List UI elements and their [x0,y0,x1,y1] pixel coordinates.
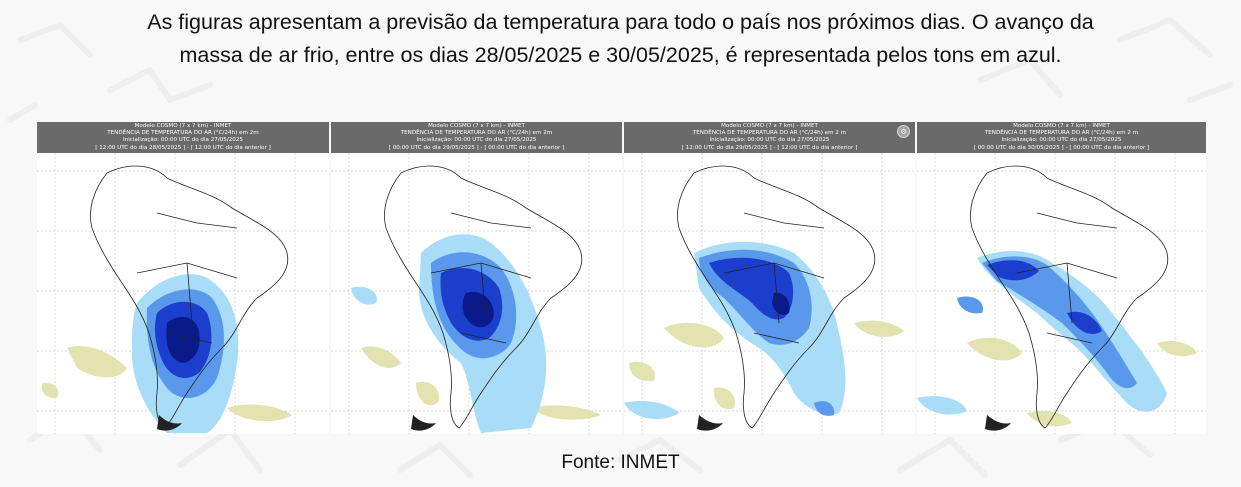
tierra-del-fuego [697,415,723,431]
temperature-trend-map [37,153,329,434]
map-valid-label: [ 12:00 UTC do dia 28/05/2025 ] - [ 12:0… [95,144,271,151]
map-init-label: Inicialização: 00:00 UTC do dia 27/05/20… [1001,137,1122,144]
map-variable-label: TENDÊNCIA DE TEMPERATURA DO AR (°C/24h) … [400,130,553,137]
map-panel-1: Modelo COSMO (7 x 7 km) - INMET TENDÊNCI… [37,122,329,434]
map-variable-label: TENDÊNCIA DE TEMPERATURA DO AR (°C/24h) … [107,130,259,137]
cold-air-mass [132,274,239,433]
map-valid-label: [ 12:00 UTC do dia 29/05/2025 ] - [ 12:0… [681,144,858,151]
temperature-trend-map [917,153,1206,434]
map-valid-label: [ 00:00 UTC do dia 30/05/2025 ] - [ 00:0… [973,144,1150,151]
continent-outline [677,165,876,429]
forecast-maps: Modelo COSMO (7 x 7 km) - INMET TENDÊNCI… [37,122,1206,434]
tierra-del-fuego [157,415,182,431]
map-init-label: Inicialização: 00:00 UTC do dia 27/05/20… [416,137,537,144]
map-model-label: Modelo COSMO (7 x 7 km) - INMET [428,123,525,129]
source-credit: Fonte: INMET [561,452,680,473]
caption-line-1: As figuras apresentam a previsão da temp… [147,10,1094,34]
map-header: Modelo COSMO (7 x 7 km) - INMET TENDÊNCI… [624,122,915,154]
map-header: Modelo COSMO (7 x 7 km) - INMET TENDÊNCI… [331,122,622,154]
warm-anomaly [629,320,904,410]
map-variable-label: TENDÊNCIA DE TEMPERATURA DO AR (°C/24h) … [692,130,847,137]
cold-air-mass [351,234,547,433]
continent-outline [384,165,583,429]
map-init-label: Inicialização: 00:00 UTC do dia 27/05/20… [123,137,243,144]
cold-air-mass [624,241,846,419]
warm-anomaly [361,346,601,420]
temperature-trend-map [331,153,622,434]
continent-outline [970,165,1169,429]
settings-icon: ⚙ [897,125,910,138]
map-model-label: Modelo COSMO (7 x 7 km) - INMET [721,123,818,129]
map-panel-3: Modelo COSMO (7 x 7 km) - INMET TENDÊNCI… [624,122,915,434]
map-variable-label: TENDÊNCIA DE TEMPERATURA DO AR (°C/24h) … [984,130,1139,137]
map-header: Modelo COSMO (7 x 7 km) - INMET TENDÊNCI… [37,122,329,154]
map-model-label: Modelo COSMO (7 x 7 km) - INMET [134,123,232,129]
map-init-label: Inicialização: 00:00 UTC do dia 27/05/20… [709,137,830,144]
map-panel-4: Modelo COSMO (7 x 7 km) - INMET TENDÊNCI… [917,122,1206,434]
map-panel-2: Modelo COSMO (7 x 7 km) - INMET TENDÊNCI… [331,122,622,434]
tierra-del-fuego [411,415,436,431]
cold-air-mass [917,251,1167,415]
temperature-trend-map [624,153,915,434]
warm-anomaly [41,345,292,422]
caption-line-2: massa de ar frio, entre os dias 28/05/20… [179,43,1062,67]
caption: As figuras apresentam a previsão da temp… [40,6,1201,72]
warm-anomaly [967,337,1197,427]
map-model-label: Modelo COSMO (7 x 7 km) - INMET [1013,123,1110,129]
map-header: Modelo COSMO (7 x 7 km) - INMET TENDÊNCI… [917,122,1206,154]
tierra-del-fuego [985,415,1011,431]
map-valid-label: [ 00:00 UTC do dia 29/05/2025 ] - [ 00:0… [388,144,565,151]
continent-outline [90,165,289,429]
